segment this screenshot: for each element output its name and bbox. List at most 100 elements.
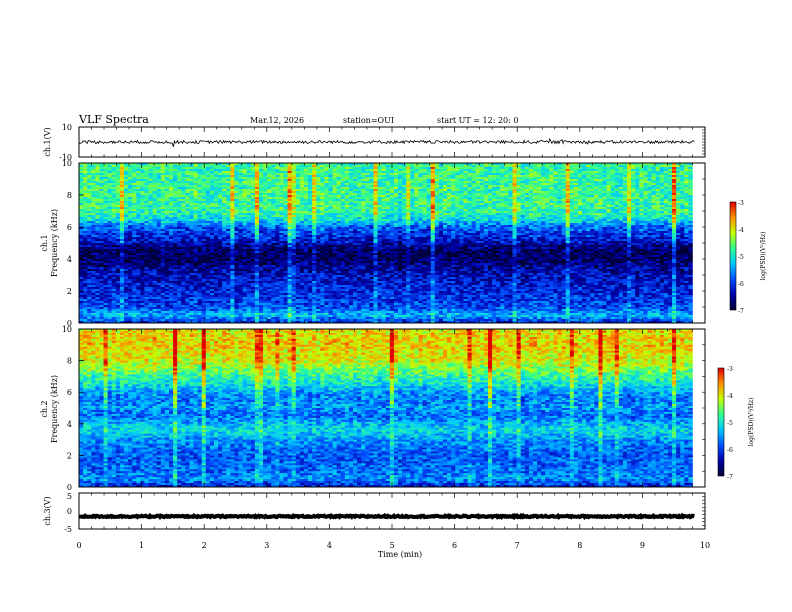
- spectrogram-cell: [296, 199, 300, 201]
- spectrogram-cell: [304, 213, 308, 215]
- spectrogram-cell: [394, 217, 398, 219]
- spectrogram-cell: [586, 187, 590, 189]
- spectrogram-cell: [476, 175, 480, 177]
- spectrogram-cell: [153, 191, 157, 193]
- spectrogram-cell: [128, 205, 132, 207]
- spectrogram-cell: [349, 225, 353, 227]
- spectrogram-cell: [647, 179, 651, 181]
- spectrogram-cell: [500, 175, 504, 177]
- spectrogram-cell: [459, 225, 463, 227]
- spectrogram-cell: [275, 195, 279, 197]
- spectrogram-cell: [594, 225, 598, 227]
- spectrogram-cell: [455, 183, 459, 185]
- spectrogram-cell: [423, 225, 427, 227]
- spectrogram-cell: [218, 213, 222, 215]
- spectrogram-cell: [615, 191, 619, 193]
- spectrogram-cell: [132, 225, 136, 227]
- spectrogram-cell: [169, 211, 173, 213]
- spectrogram-cell: [590, 179, 594, 181]
- spectrogram-cell: [194, 183, 198, 185]
- spectrogram-cell: [603, 221, 607, 223]
- spectrogram-cell: [267, 219, 271, 221]
- spectrogram-cell: [128, 207, 132, 209]
- spectrogram-cell: [353, 177, 357, 179]
- spectrogram-cell: [418, 169, 422, 171]
- spectrogram-cell: [91, 215, 95, 217]
- spectrogram-cell: [136, 191, 140, 193]
- spectrogram-cell: [439, 199, 443, 201]
- spectrogram-cell: [570, 171, 574, 173]
- spectrogram-cell: [185, 217, 189, 219]
- spectrogram-cell: [108, 207, 112, 209]
- spectrogram-cell: [259, 185, 263, 187]
- spectrogram-cell: [144, 185, 148, 187]
- spectrogram-cell: [165, 223, 169, 225]
- spectrogram-cell: [214, 189, 218, 191]
- spectrogram-cell: [267, 167, 271, 169]
- spectrogram-cell: [353, 169, 357, 171]
- spectrogram-cell: [267, 215, 271, 217]
- spectrogram-cell: [99, 177, 103, 179]
- spectrogram-cell: [488, 171, 492, 173]
- spectrogram-cell: [226, 183, 230, 185]
- spectrogram-cell: [472, 191, 476, 193]
- spectrogram-cell: [668, 181, 672, 183]
- spectrogram-cell: [635, 205, 639, 207]
- spectrogram-cell: [353, 183, 357, 185]
- spectrogram-cell: [369, 179, 373, 181]
- spectrogram-cell: [414, 187, 418, 189]
- spectrogram-cell: [611, 211, 615, 213]
- spectrogram-cell: [128, 223, 132, 225]
- spectrogram-cell: [607, 181, 611, 183]
- spectrogram-cell: [647, 181, 651, 183]
- spectrogram-cell: [124, 205, 128, 207]
- spectrogram-cell: [488, 177, 492, 179]
- spectrogram-cell: [418, 203, 422, 205]
- spectrogram-cell: [263, 193, 267, 195]
- spectrogram-cell: [198, 209, 202, 211]
- spectrogram-cell: [222, 221, 226, 223]
- spectrogram-cell: [459, 219, 463, 221]
- spectrogram-cell: [230, 207, 234, 209]
- spectrogram-cell: [656, 203, 660, 205]
- spectrogram-cell: [402, 203, 406, 205]
- spectrogram-cell: [99, 189, 103, 191]
- spectrogram-cell: [304, 225, 308, 227]
- spectrogram-cell: [598, 209, 602, 211]
- spectrogram-cell: [173, 221, 177, 223]
- spectrogram-cell: [537, 203, 541, 205]
- spectrogram-cell: [459, 183, 463, 185]
- spectrogram-cell: [513, 187, 517, 189]
- spectrogram-cell: [517, 185, 521, 187]
- spectrogram-cell: [226, 221, 230, 223]
- spectrogram-cell: [149, 195, 153, 197]
- spectrogram-cell: [549, 187, 553, 189]
- spectrogram-cell: [255, 167, 259, 169]
- spectrogram-cell: [533, 197, 537, 199]
- spectrogram-cell: [631, 167, 635, 169]
- spectrogram-cell: [185, 215, 189, 217]
- spectrogram-cell: [488, 173, 492, 175]
- spectrogram-cell: [104, 219, 108, 221]
- spectrogram-cell: [652, 183, 656, 185]
- spectrogram-cell: [185, 183, 189, 185]
- spectrogram-cell: [406, 167, 410, 169]
- spectrogram-cell: [222, 193, 226, 195]
- spectrogram-cell: [676, 201, 680, 203]
- spectrogram-cell: [500, 227, 504, 229]
- spectrogram-cell: [578, 201, 582, 203]
- spectrogram-cell: [472, 215, 476, 217]
- spectrogram-cell: [333, 221, 337, 223]
- spectrogram-cell: [435, 209, 439, 211]
- spectrogram-cell: [488, 189, 492, 191]
- spectrogram-cell: [247, 189, 251, 191]
- spectrogram-cell: [165, 227, 169, 229]
- spectrogram-cell: [328, 191, 332, 193]
- spectrogram-cell: [324, 181, 328, 183]
- spectrogram-cell: [623, 175, 627, 177]
- spectrogram-cell: [120, 193, 124, 195]
- spectrogram-cell: [226, 209, 230, 211]
- spectrogram-cell: [341, 219, 345, 221]
- spectrogram-cell: [476, 211, 480, 213]
- spectrogram-cell: [582, 195, 586, 197]
